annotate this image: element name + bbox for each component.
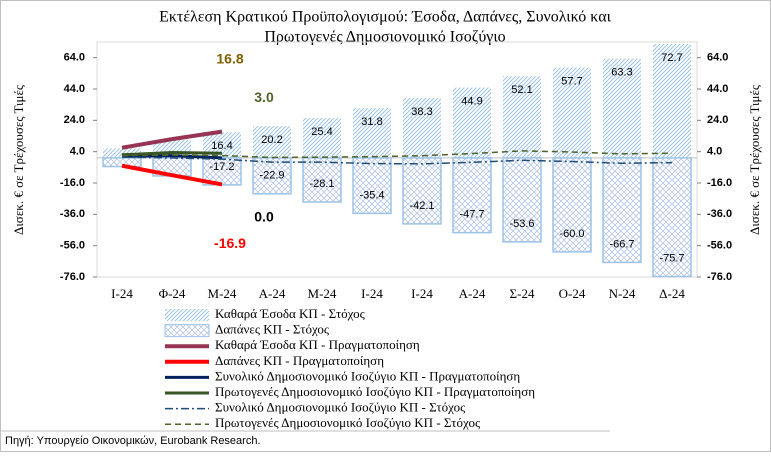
bar-value-label: 52.1 <box>511 84 532 96</box>
y2-tick-label: 24.0 <box>707 114 728 126</box>
bar-value-label: 16.4 <box>211 140 232 152</box>
legend-label: Πρωτογενές Δημοσιονομικό Ισοζύγιο ΚΠ - Σ… <box>215 415 481 430</box>
bar <box>403 97 441 158</box>
source: Πηγή: Υπουργείο Οικονομικών, Eurobank Re… <box>5 435 261 447</box>
y-tick-label: 4.0 <box>70 146 85 158</box>
y-tick-label: 24.0 <box>64 114 85 126</box>
legend-label: Καθαρά Έσοδα ΚΠ - Πραγματοποίηση <box>215 337 420 352</box>
y-tick-label: -36.0 <box>60 208 85 220</box>
bar <box>452 157 492 234</box>
x-tick-label: Δ-24 <box>659 286 685 301</box>
bar <box>602 157 642 264</box>
x-tick-label: Ι-24 <box>361 286 383 301</box>
x-tick-label: Α-24 <box>259 286 286 301</box>
x-tick-label: Ν-24 <box>609 286 636 301</box>
bar <box>302 157 342 203</box>
bar <box>353 108 391 158</box>
x-tick-label: Φ-24 <box>159 286 186 301</box>
chart-title: Εκτέλεση Κρατικού Προϋπολογισμού: Έσοδα,… <box>159 9 612 26</box>
bar-value-label: 20.2 <box>261 134 282 146</box>
y2-tick-label: -16.0 <box>707 177 732 189</box>
y2-tick-label: 64.0 <box>707 52 728 64</box>
bar-value-label: -60.0 <box>559 228 584 240</box>
bar-value-label: -35.4 <box>359 189 384 201</box>
x-tick-label: Μ-24 <box>308 286 337 301</box>
legend-label: Συνολικό Δημοσιονομικό Ισοζύγιο ΚΠ - Στό… <box>215 400 466 415</box>
line-value-label: 16.8 <box>216 50 243 66</box>
legend-label: Δαπάνες ΚΠ - Στόχος <box>215 322 330 337</box>
y2-axis-label: Δισεκ. € σε Τρέχουσες Τιμές <box>747 84 762 235</box>
line <box>121 150 223 157</box>
bar-value-label: 44.9 <box>461 95 482 107</box>
y2-tick-label: 44.0 <box>707 83 728 95</box>
bar <box>103 148 141 158</box>
bar-value-label: -53.6 <box>509 218 534 230</box>
y-tick-label: -56.0 <box>60 240 85 252</box>
bar-value-label: -66.7 <box>609 238 634 250</box>
bar <box>653 44 691 158</box>
x-tick-label: Ο-24 <box>559 286 586 301</box>
bar <box>402 157 442 225</box>
bar-value-label: -17.2 <box>209 161 234 173</box>
legend-label: Καθαρά Έσοδα ΚΠ - Στόχος <box>215 306 366 321</box>
x-tick-label: Σ-24 <box>510 286 535 301</box>
plot-frame <box>96 41 698 278</box>
legend-label: Πρωτογενές Δημοσιονομικό Ισοζύγιο ΚΠ - Π… <box>215 384 535 399</box>
bar-value-label: 63.3 <box>611 67 632 79</box>
line <box>121 163 223 187</box>
x-tick-label: Ι-24 <box>111 286 133 301</box>
x-tick-label: Ι-24 <box>411 286 433 301</box>
bar <box>503 76 541 158</box>
line <box>121 129 223 150</box>
x-tick-label: Α-24 <box>459 286 486 301</box>
y2-tick-label: -56.0 <box>707 240 732 252</box>
bar-value-label: 31.8 <box>361 116 382 128</box>
y-axis-label: Δισεκ. € σε Τρέχουσες Τιμές <box>11 84 26 235</box>
bar-value-label: 57.7 <box>561 75 582 87</box>
bar-value-label: -28.1 <box>309 178 334 190</box>
bar <box>102 157 142 168</box>
bar <box>652 157 692 278</box>
bar-value-label: 72.7 <box>661 52 682 64</box>
legend-swatch <box>165 309 209 321</box>
y-tick-label: 64.0 <box>64 52 85 64</box>
y-tick-label: -16.0 <box>60 177 85 189</box>
bar-value-label: 38.3 <box>411 106 432 118</box>
bar <box>453 87 491 158</box>
bar <box>553 67 591 158</box>
bar <box>552 157 592 253</box>
legend-label: Συνολικό Δημοσιονομικό Ισοζύγιο ΚΠ - Πρα… <box>215 368 520 383</box>
legend-swatch <box>164 324 210 338</box>
line <box>121 156 673 165</box>
y-tick-label: -76.0 <box>60 271 85 283</box>
y2-tick-label: -76.0 <box>707 271 732 283</box>
line <box>121 150 673 159</box>
line <box>121 154 223 160</box>
x-tick-label: Μ-24 <box>208 286 237 301</box>
line-value-label: 0.0 <box>254 209 274 225</box>
line-value-label: -16.9 <box>214 235 246 251</box>
bar-value-label: -75.7 <box>659 252 684 264</box>
y-tick-label: 44.0 <box>64 83 85 95</box>
bar <box>303 118 341 158</box>
y2-tick-label: -36.0 <box>707 208 732 220</box>
bar-value-label: -22.9 <box>259 170 284 182</box>
y2-tick-label: 4.0 <box>707 146 722 158</box>
legend-label: Δαπάνες ΚΠ - Πραγματοποίηση <box>215 353 384 368</box>
bar <box>253 126 291 158</box>
line-value-label: 3.0 <box>254 89 274 105</box>
bar <box>352 157 392 215</box>
bar-value-label: 25.4 <box>311 126 332 138</box>
bar <box>603 58 641 158</box>
bar-value-label: -42.1 <box>409 200 434 212</box>
bar <box>502 157 542 243</box>
chart-title: Πρωτογενές Δημοσιονομικό Ισοζύγιο <box>264 29 505 46</box>
bar-value-label: -47.7 <box>459 209 484 221</box>
